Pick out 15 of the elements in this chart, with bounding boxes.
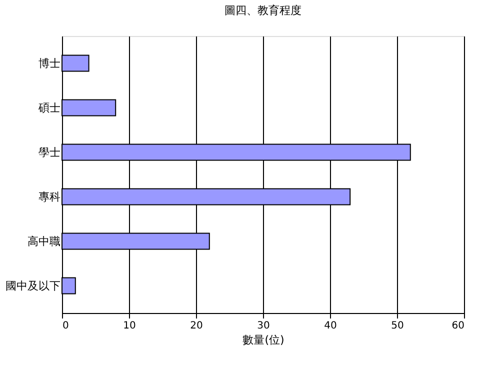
x-tick-label: 10 — [123, 320, 136, 332]
y-tick-label: 碩士 — [38, 101, 60, 114]
x-tick-label: 0 — [62, 320, 69, 332]
x-tick-label: 40 — [324, 320, 337, 332]
y-tick-label: 國中及以下 — [6, 279, 60, 292]
y-tick-label: 學士 — [38, 146, 60, 159]
y-tick-label: 高中職 — [28, 234, 60, 248]
x-tick-label: 50 — [391, 320, 404, 332]
chart-title: 圖四、教育程度 — [224, 4, 302, 17]
x-axis-title: 數量(位) — [242, 334, 284, 346]
y-tick-label: 專科 — [38, 190, 60, 204]
x-tick-label: 60 — [452, 320, 464, 332]
x-tick-label: 30 — [257, 320, 270, 332]
y-tick-label: 博士 — [38, 56, 60, 70]
x-tick-label: 20 — [190, 320, 203, 332]
